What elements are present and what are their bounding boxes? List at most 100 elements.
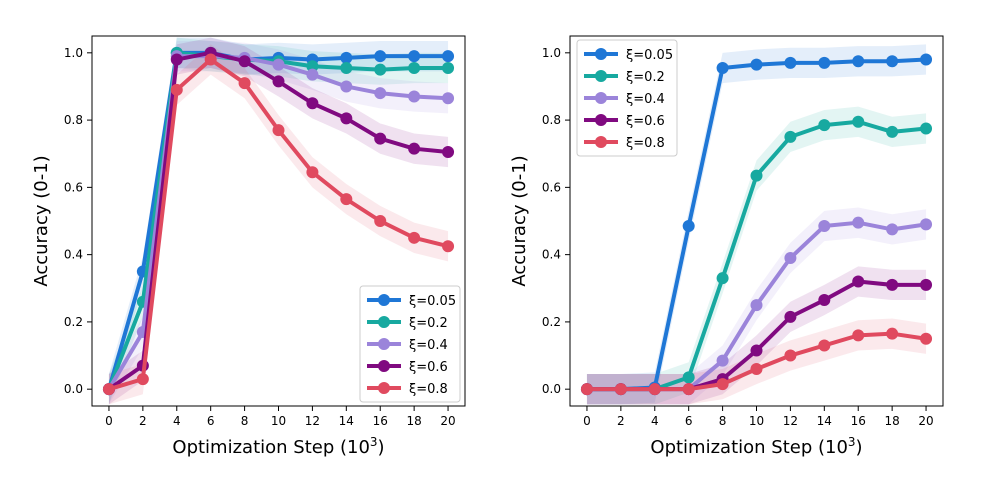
- left-x-axis-label-exponent: 3: [370, 435, 378, 449]
- left-data-point: [374, 132, 387, 145]
- right-y-axis-label: Accuracy (0-1): [509, 155, 530, 286]
- right-data-point: [750, 363, 763, 375]
- right-data-point: [784, 252, 797, 264]
- right-data-point: [682, 220, 695, 233]
- left-x-tick-label: 18: [406, 414, 421, 428]
- left-legend-label: ξ=0.6: [409, 360, 448, 375]
- left-plot-area: [102, 37, 455, 405]
- right-data-point: [920, 218, 933, 231]
- left-data-point: [306, 68, 319, 81]
- left-data-point: [442, 50, 455, 63]
- right-x-tick-label: 16: [851, 414, 866, 428]
- right-legend-swatch-marker: [595, 136, 607, 148]
- right-data-point: [920, 278, 933, 291]
- left-y-tick-label: 0.6: [64, 180, 83, 194]
- right-data-point: [818, 56, 831, 69]
- right-x-tick-label: 20: [918, 414, 933, 428]
- right-legend-label: ξ=0.2: [626, 70, 665, 85]
- right-data-point: [716, 378, 729, 391]
- right-data-point: [682, 383, 695, 396]
- left-y-tick-label: 0.0: [64, 382, 83, 396]
- right-data-point: [920, 122, 933, 135]
- right-data-point: [852, 275, 865, 288]
- right-data-point: [716, 272, 729, 285]
- left-data-point: [102, 383, 115, 396]
- right-data-point: [784, 310, 797, 323]
- right-data-point: [580, 383, 593, 396]
- right-x-axis-label-close: ): [856, 437, 863, 458]
- left-data-point: [272, 58, 285, 71]
- left-data-point: [340, 51, 353, 64]
- right-plot-area: [580, 44, 933, 405]
- right-legend-label: ξ=0.05: [626, 48, 673, 63]
- right-data-point: [818, 220, 831, 233]
- left-data-point: [340, 112, 353, 125]
- left-data-point: [204, 53, 217, 66]
- left-legend-swatch-marker: [378, 360, 390, 372]
- right-x-tick-label: 6: [685, 414, 693, 428]
- right-data-point: [818, 119, 831, 132]
- right-x-tick-label: 12: [783, 414, 798, 428]
- right-y-tick-label: 0.4: [542, 248, 561, 262]
- right-data-point: [852, 216, 865, 229]
- left-data-point: [442, 240, 455, 253]
- right-data-point: [920, 53, 933, 66]
- left-data-point: [306, 97, 319, 110]
- left-data-point: [442, 92, 455, 105]
- left-data-point: [408, 50, 421, 63]
- right-x-axis-label: Optimization Step (103): [650, 435, 862, 458]
- right-data-point: [886, 223, 899, 236]
- right-data-point: [852, 115, 865, 128]
- right-data-point: [886, 327, 899, 340]
- right-x-axis-label-exponent: 3: [848, 435, 856, 449]
- left-x-tick-label: 14: [339, 414, 354, 428]
- left-data-point: [442, 61, 455, 74]
- right-y-tick-label: 1.0: [542, 46, 561, 60]
- right-x-tick-label: 4: [651, 414, 659, 428]
- left-x-tick-label: 4: [173, 414, 181, 428]
- left-legend-label: ξ=0.4: [409, 338, 448, 353]
- right-data-point: [818, 339, 831, 352]
- right-legend-label: ξ=0.6: [626, 114, 665, 129]
- left-series-band-1: [108, 37, 449, 405]
- right-y-tick-label: 0.8: [542, 113, 561, 127]
- left-data-point: [170, 53, 183, 66]
- left-legend: ξ=0.05 ξ=0.2 ξ=0.4 ξ=0.6 ξ=0.8: [359, 285, 461, 403]
- right-data-point: [716, 61, 729, 74]
- left-data-point: [272, 75, 285, 88]
- left-data-point: [170, 83, 183, 96]
- right-legend-swatch-marker: [595, 48, 607, 60]
- left-x-tick-label: 20: [440, 414, 455, 428]
- right-data-point: [852, 55, 865, 68]
- left-data-point: [374, 215, 387, 227]
- right-data-point: [784, 349, 797, 362]
- left-x-tick-label: 10: [271, 414, 286, 428]
- left-y-tick-label: 0.2: [64, 315, 83, 329]
- left-data-point: [408, 61, 421, 74]
- left-x-tick-label: 8: [241, 414, 249, 428]
- left-data-point: [374, 50, 387, 63]
- left-legend-label: ξ=0.05: [409, 294, 456, 309]
- right-x-tick-label: 2: [617, 414, 625, 428]
- right-y-tick-label: 0.2: [542, 315, 561, 329]
- right-legend-box: [576, 39, 678, 157]
- left-data-point: [306, 60, 319, 73]
- left-data-point: [136, 373, 149, 386]
- right-chart-panel: 0 2 4 6 8 10 12 14 16 18 20 0.0 0.2 0.4 0.6 0.8 1.0 Optim…: [509, 35, 944, 458]
- left-x-tick-label: 2: [139, 414, 147, 428]
- right-x-tick-label: 10: [749, 414, 764, 428]
- left-legend-swatch-marker: [378, 294, 390, 306]
- right-x-tick-label: 0: [583, 414, 591, 428]
- left-y-axis-label: Accuracy (0-1): [31, 155, 52, 286]
- right-legend-swatch-marker: [595, 92, 607, 104]
- left-y-tick-label: 1.0: [64, 46, 83, 60]
- left-data-point: [408, 231, 421, 244]
- right-legend-swatch-marker: [595, 114, 607, 126]
- right-data-point: [852, 329, 865, 342]
- left-x-tick-label: 0: [105, 414, 113, 428]
- left-x-axis-label: Optimization Step (103): [172, 435, 384, 458]
- right-legend: ξ=0.05 ξ=0.2 ξ=0.4 ξ=0.6 ξ=0.8: [576, 39, 678, 157]
- right-y-tick-label: 0.6: [542, 180, 561, 194]
- left-data-point: [340, 61, 353, 74]
